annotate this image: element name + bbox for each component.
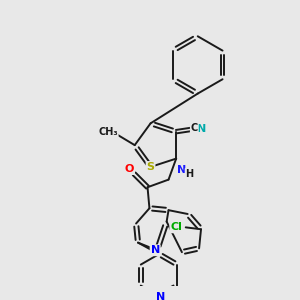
Text: Cl: Cl (170, 222, 182, 233)
Text: N: N (156, 292, 166, 300)
Text: N: N (151, 245, 160, 255)
Text: H: H (185, 169, 194, 179)
Text: S: S (147, 162, 154, 172)
Text: C: C (191, 123, 198, 133)
Text: CH₃: CH₃ (98, 127, 118, 137)
Text: O: O (125, 164, 134, 174)
Text: N: N (197, 124, 207, 134)
Text: N: N (177, 165, 187, 175)
